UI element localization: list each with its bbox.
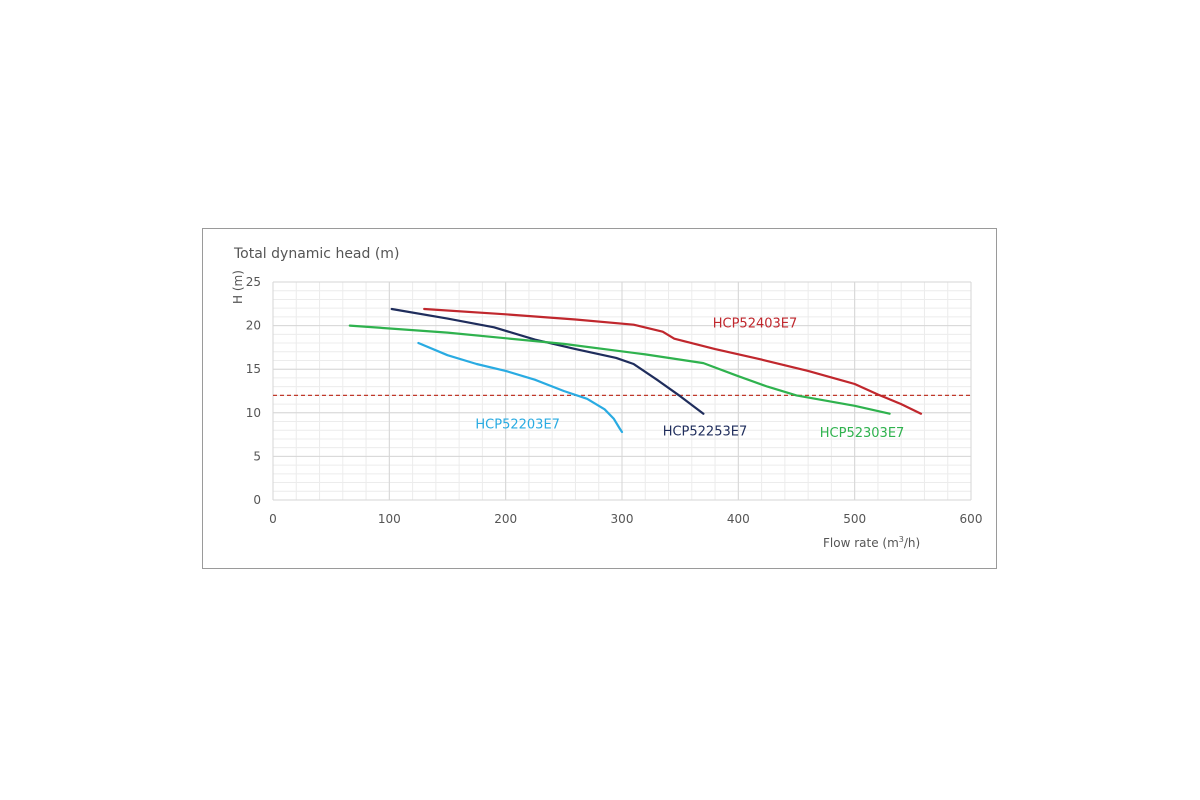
y-axis-label: H (m) (231, 270, 245, 304)
major-grid (272, 281, 972, 501)
chart-title: Total dynamic head (m) (233, 246, 399, 262)
series-line-hcp52303e7 (348, 324, 891, 415)
series-line-hcp52203e7 (417, 341, 624, 434)
x-axis-label: Flow rate (m3/h) (823, 535, 920, 550)
chart-frame: Total dynamic head (m) H (m) Flow rate (… (202, 228, 997, 569)
series-label-hcp52203e7: HCP52203E7 (475, 417, 560, 432)
series-line-hcp52253e7 (390, 307, 705, 415)
y-tick-label: 5 (253, 449, 261, 463)
x-tick-label: 600 (960, 512, 983, 526)
x-axis-label-prefix: Flow rate (m (823, 536, 899, 550)
tick-labels: 0 100 200 300 400 500 600 0 5 10 15 20 25 (246, 275, 983, 526)
y-tick-label: 10 (246, 406, 261, 420)
y-tick-label: 15 (246, 362, 261, 376)
y-tick-label: 0 (253, 493, 261, 507)
series-label-hcp52253e7: HCP52253E7 (663, 424, 748, 439)
x-axis-label-sup: 3 (899, 535, 904, 544)
y-tick-label: 20 (246, 319, 261, 333)
series-label-hcp52403e7: HCP52403E7 (713, 316, 798, 331)
x-tick-label: 300 (611, 512, 634, 526)
series-labels: HCP52203E7 HCP52253E7 HCP52303E7 HCP52403E7 (475, 316, 904, 441)
x-tick-label: 0 (269, 512, 277, 526)
series-lines (348, 307, 923, 434)
x-tick-label: 400 (727, 512, 750, 526)
x-axis-label-suffix: /h) (904, 536, 920, 550)
y-tick-label: 25 (246, 275, 261, 289)
x-tick-label: 100 (378, 512, 401, 526)
series-label-hcp52303e7: HCP52303E7 (820, 426, 905, 441)
x-tick-label: 200 (494, 512, 517, 526)
chart-svg: Total dynamic head (m) H (m) Flow rate (… (231, 246, 983, 550)
series-line-hcp52403e7 (423, 307, 923, 415)
x-tick-label: 500 (843, 512, 866, 526)
